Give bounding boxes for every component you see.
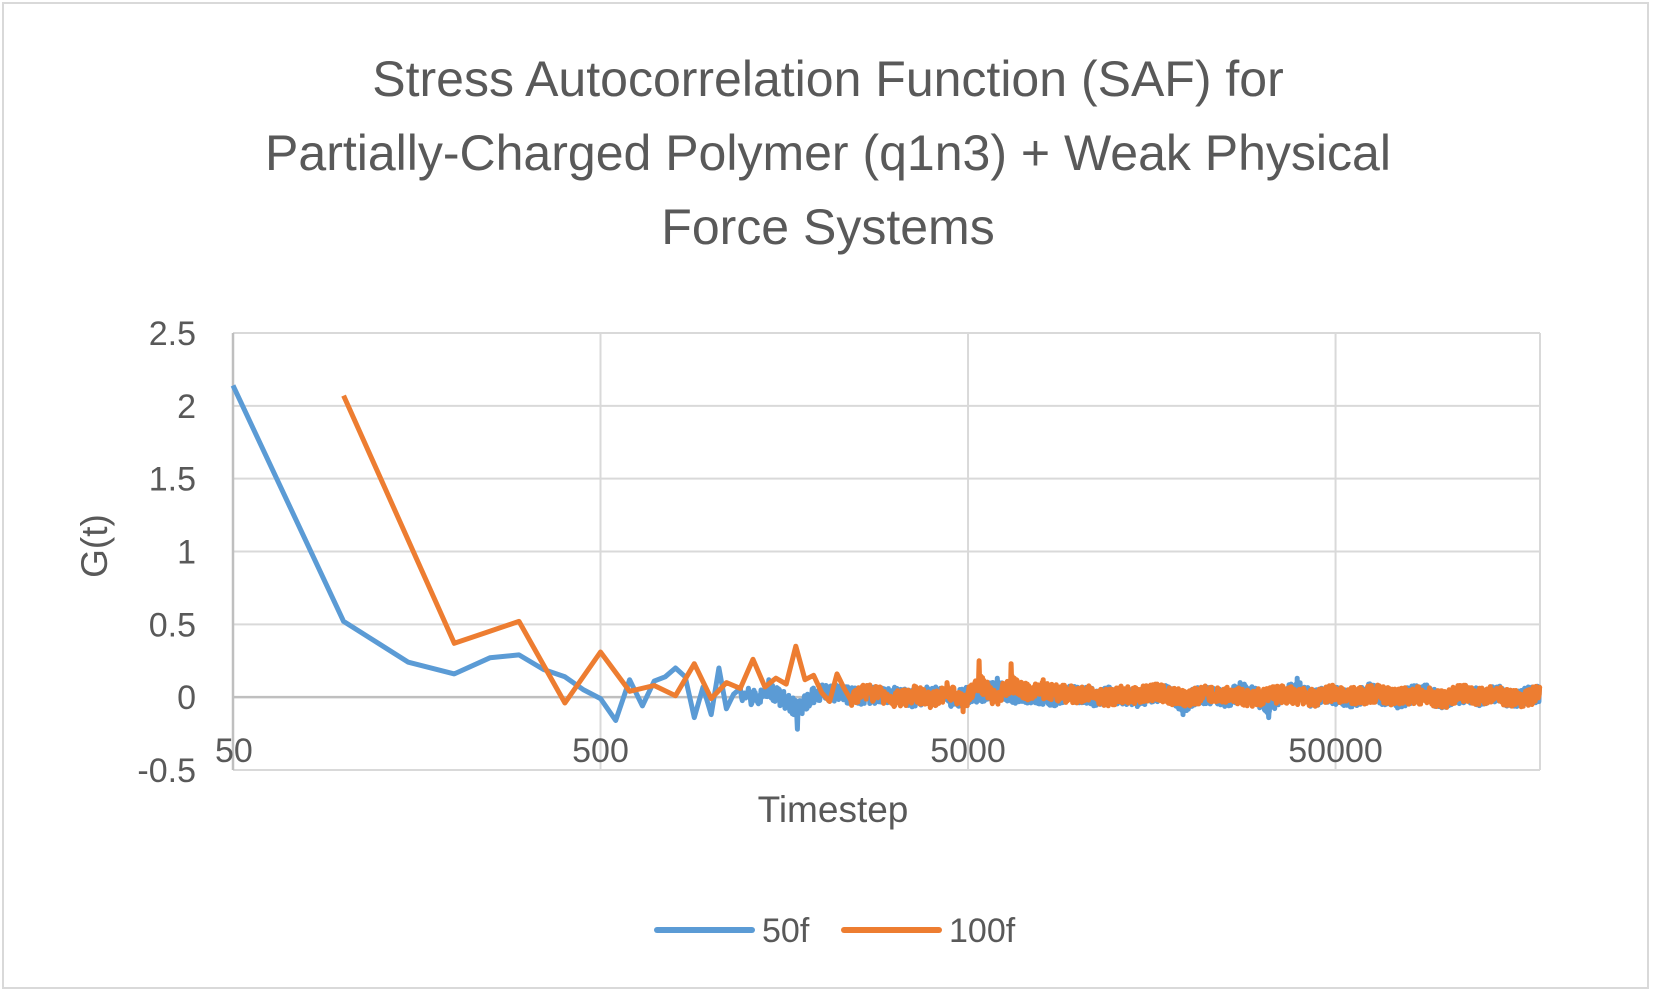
y-tick-label: -0.5 bbox=[137, 752, 196, 790]
series-50f bbox=[230, 384, 1543, 732]
y-axis-title: G(t) bbox=[74, 514, 115, 578]
y-tick-label: 2.5 bbox=[149, 315, 196, 353]
y-tick-label: 2 bbox=[177, 388, 196, 426]
x-tick-label: 5000 bbox=[930, 732, 1006, 770]
x-axis-ticks: 50 500 5000 50000 bbox=[215, 732, 1383, 770]
chart-title-line-3: Force Systems bbox=[661, 199, 994, 255]
series-100f bbox=[341, 394, 1543, 715]
y-tick-label: 1 bbox=[177, 534, 196, 572]
series-line-100f bbox=[341, 394, 1543, 715]
series-line-50f bbox=[230, 384, 1543, 732]
series-layer bbox=[230, 384, 1543, 732]
x-tick-label: 50 bbox=[215, 732, 253, 770]
y-tick-label: 0 bbox=[177, 679, 196, 717]
y-tick-label: 0.5 bbox=[149, 606, 196, 644]
chart-title-line-1: Stress Autocorrelation Function (SAF) fo… bbox=[372, 51, 1283, 107]
y-tick-label: 1.5 bbox=[149, 461, 196, 499]
legend-label-100f: 100f bbox=[949, 912, 1016, 950]
legend: 50f 100f bbox=[654, 912, 1016, 950]
chart-title-line-2: Partially-Charged Polymer (q1n3) + Weak … bbox=[265, 125, 1391, 181]
legend-label-50f: 50f bbox=[762, 912, 810, 950]
x-tick-label: 500 bbox=[572, 732, 629, 770]
x-tick-label: 50000 bbox=[1288, 732, 1383, 770]
chart-svg: Stress Autocorrelation Function (SAF) fo… bbox=[74, 51, 1543, 950]
chart-title: Stress Autocorrelation Function (SAF) fo… bbox=[265, 51, 1391, 255]
y-axis-ticks: 2.5 2 1.5 1 0.5 0 -0.5 bbox=[137, 315, 196, 790]
x-axis-title: Timestep bbox=[758, 789, 909, 830]
